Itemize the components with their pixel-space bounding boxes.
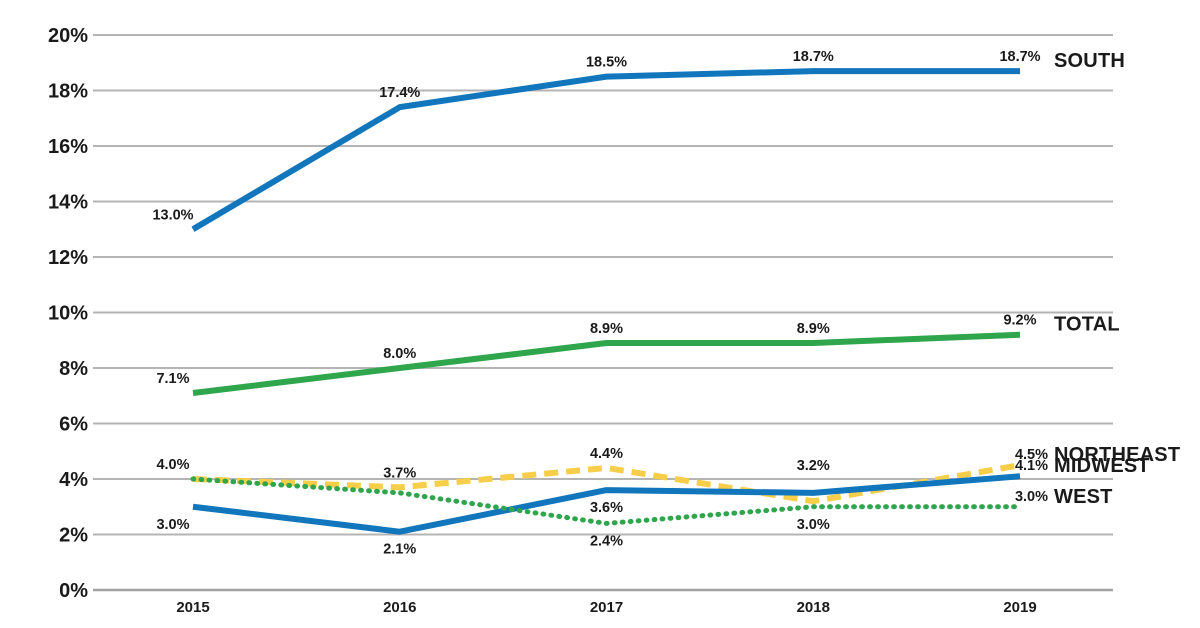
data-label-south: 13.0%	[152, 207, 193, 223]
y-axis-tick-label: 6%	[59, 414, 88, 436]
x-axis-tick-label: 2019	[1003, 599, 1036, 616]
y-axis-tick-label: 4%	[59, 469, 88, 491]
data-label-total: 9.2%	[1003, 313, 1036, 329]
data-label-total: 8.9%	[590, 321, 623, 337]
y-axis-tick-label: 8%	[59, 358, 88, 380]
data-label-total: 8.9%	[797, 321, 830, 337]
series-line-west	[190, 476, 1023, 526]
series-line-midwest	[192, 473, 1021, 535]
series-end-value-northeast: 4.5%	[1015, 447, 1048, 463]
y-axis-tick-label: 14%	[48, 192, 88, 214]
series-end-label-midwest: MIDWEST	[1054, 455, 1150, 477]
x-axis-tick-label: 2017	[590, 599, 623, 616]
series-line-northeast	[192, 462, 1021, 505]
series-end-label-west: WEST	[1054, 486, 1113, 508]
y-axis-tick-label: 20%	[48, 25, 88, 47]
series-end-value-west: 3.0%	[1015, 489, 1048, 505]
x-axis-tick-label: 2018	[797, 599, 830, 616]
data-label-northeast: 3.7%	[383, 465, 416, 481]
series-end-value-midwest: 4.1%	[1015, 458, 1048, 474]
data-label-midwest: 3.0%	[156, 517, 189, 533]
y-axis-tick-label: 12%	[48, 247, 88, 269]
data-label-south: 18.7%	[793, 49, 834, 65]
series-line-south	[191, 68, 1020, 232]
data-label-northeast: 4.4%	[590, 446, 623, 462]
data-label-west: 3.0%	[797, 517, 830, 533]
data-label-total: 8.0%	[383, 346, 416, 362]
data-label-total: 7.1%	[156, 371, 189, 387]
y-axis-tick-label: 16%	[48, 136, 88, 158]
y-axis-tick-label: 0%	[59, 580, 88, 602]
data-label-south: 18.5%	[586, 55, 627, 71]
data-label-northeast: 3.2%	[797, 458, 830, 474]
series-end-label-south: SOUTH	[1054, 50, 1125, 72]
data-label-midwest: 2.1%	[383, 542, 416, 558]
data-label-south: 18.7%	[999, 49, 1040, 65]
series-end-label-northeast: NORTHEAST	[1054, 444, 1180, 466]
data-label-midwest: 3.6%	[590, 500, 623, 516]
y-axis-tick-label: 18%	[48, 81, 88, 103]
series-line-total	[192, 331, 1021, 396]
y-axis-tick-label: 10%	[48, 303, 88, 325]
y-axis-tick-label: 2%	[59, 525, 88, 547]
data-label-northeast: 4.0%	[156, 457, 189, 473]
x-axis-tick-label: 2016	[383, 599, 416, 616]
series-end-label-total: TOTAL	[1054, 314, 1120, 336]
x-axis-tick-label: 2015	[176, 599, 209, 616]
data-label-west: 2.4%	[590, 533, 623, 549]
data-label-south: 17.4%	[379, 85, 420, 101]
